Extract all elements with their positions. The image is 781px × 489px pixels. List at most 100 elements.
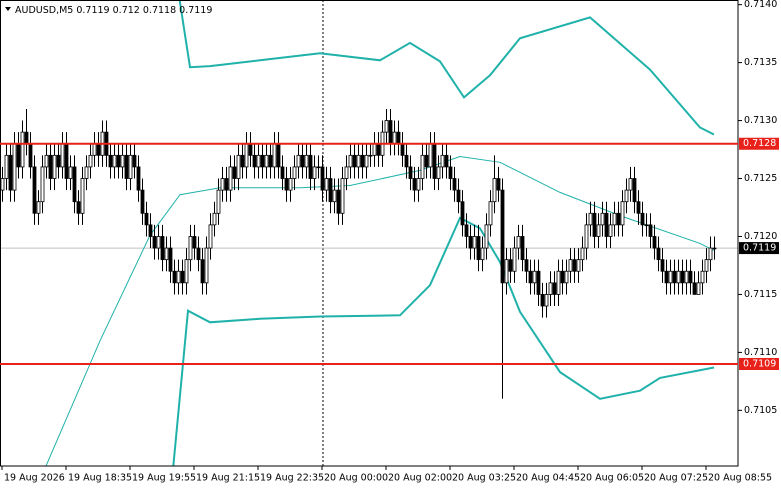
plot-area: [0, 0, 738, 466]
candle-body: [496, 178, 501, 191]
candle-body: [600, 212, 605, 226]
x-tick-label: 19 Aug 19:55: [132, 473, 196, 484]
candle-body: [292, 166, 297, 179]
candle-body: [364, 154, 369, 168]
candle-body: [340, 178, 345, 214]
candle-body: [464, 224, 469, 237]
candle-body: [420, 154, 425, 179]
candle-body: [704, 259, 709, 272]
candle-body: [56, 154, 61, 168]
candle-body: [472, 236, 477, 249]
candle-body: [384, 120, 389, 133]
candle-body: [684, 270, 689, 284]
candle-body: [172, 270, 177, 284]
candle-body: [224, 178, 229, 191]
candle-body: [476, 236, 481, 261]
candle-body: [108, 154, 113, 168]
candle-body: [148, 224, 153, 237]
candle-body: [60, 143, 65, 168]
candle-body: [316, 166, 321, 169]
candle-body: [168, 247, 173, 272]
candle-body: [516, 236, 521, 249]
candle-body: [36, 201, 41, 214]
level-label: 0.7128: [743, 138, 776, 149]
candle-body: [588, 212, 593, 226]
candle-body: [388, 120, 393, 145]
candle-body: [688, 270, 693, 284]
candle-body: [256, 154, 261, 168]
candle-body: [44, 154, 49, 168]
last-price-box: [739, 242, 779, 255]
open: 0.7119: [76, 5, 109, 16]
candle-body: [512, 247, 517, 272]
candle-body: [20, 131, 25, 168]
candle-body: [96, 143, 101, 156]
candle-body: [0, 178, 5, 191]
candle-body: [640, 212, 645, 226]
candle-body: [240, 154, 245, 168]
x-tick-label: 20 Aug 03:25: [452, 473, 516, 484]
candle-body: [40, 166, 45, 203]
candle-body: [288, 178, 293, 191]
candle-body: [312, 166, 317, 179]
candle-body: [212, 212, 217, 226]
candle-body: [360, 154, 365, 168]
candle-body: [620, 201, 625, 226]
candle-body: [692, 282, 697, 295]
x-tick-label: 20 Aug 00:00: [324, 473, 388, 484]
candle-body: [568, 259, 573, 272]
candle-body: [664, 270, 669, 284]
candle-body: [456, 189, 461, 203]
candle-body: [4, 154, 9, 179]
candle-body: [200, 259, 205, 284]
candle-body: [392, 131, 397, 145]
candle-body: [32, 166, 37, 214]
y-tick-label: 0.7120: [744, 231, 777, 242]
candle-body: [252, 154, 257, 168]
candle-body: [176, 270, 181, 284]
candle-body: [524, 259, 529, 272]
x-tick-label: 20 Aug 07:25: [644, 473, 708, 484]
candle-body: [416, 178, 421, 191]
candle-body: [320, 166, 325, 191]
candle-body: [144, 212, 149, 226]
band-line: [178, 0, 715, 136]
candle-body: [272, 143, 277, 168]
x-tick-label: 19 Aug 2026: [4, 473, 65, 484]
y-tick-label: 0.7110: [744, 347, 777, 358]
candle-body: [188, 236, 193, 261]
candle-body: [696, 282, 701, 295]
candle-body: [572, 259, 577, 272]
candle-body: [528, 270, 533, 284]
candle-body: [492, 178, 497, 203]
candle-body: [276, 143, 281, 168]
candle-body: [668, 270, 673, 284]
candle-body: [508, 259, 513, 272]
candle-body: [488, 201, 493, 226]
candle-body: [208, 224, 213, 249]
candle-body: [448, 166, 453, 179]
candle-body: [24, 131, 29, 145]
candle-body: [532, 270, 537, 284]
candle-body: [336, 189, 341, 214]
candle-body: [592, 212, 597, 237]
candle-body: [248, 143, 253, 156]
candle-body: [216, 189, 221, 214]
candle-body: [244, 143, 249, 168]
candle-body: [624, 189, 629, 203]
candle-body: [76, 201, 81, 214]
y-tick-label: 0.7105: [744, 405, 777, 416]
candle-body: [156, 236, 161, 249]
candle-body: [580, 247, 585, 261]
candle-body: [72, 166, 77, 203]
candle-body: [112, 154, 117, 168]
candle-body: [136, 166, 141, 191]
candle-body: [652, 236, 657, 249]
candle-body: [460, 201, 465, 226]
candle-body: [596, 224, 601, 237]
candle-body: [436, 166, 441, 179]
candle-body: [396, 131, 401, 145]
y-tick-label: 0.7135: [744, 57, 777, 68]
